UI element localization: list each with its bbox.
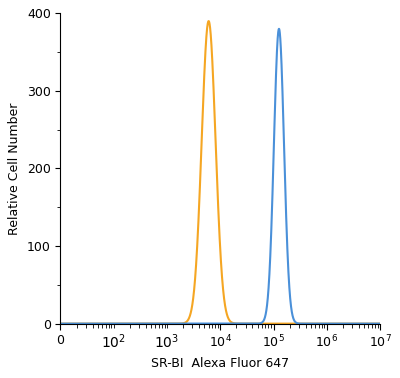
Y-axis label: Relative Cell Number: Relative Cell Number <box>8 102 21 235</box>
X-axis label: SR-BI  Alexa Fluor 647: SR-BI Alexa Fluor 647 <box>151 357 290 370</box>
